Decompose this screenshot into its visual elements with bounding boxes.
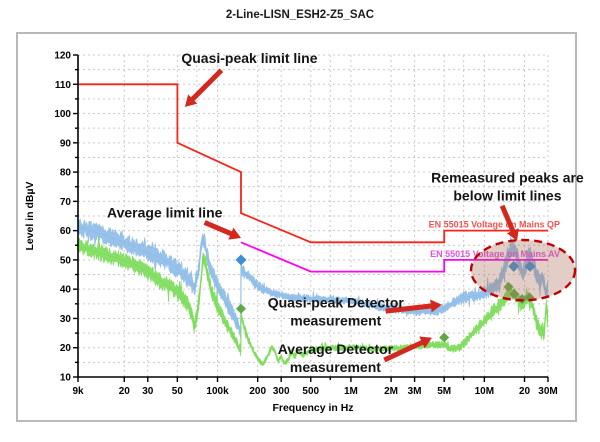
remeasured-peaks-highlight-ellipse: [469, 238, 577, 302]
x-tick-label: 3M: [408, 386, 422, 397]
x-tick-label: 2M: [384, 386, 398, 397]
chart-render-root: EN 55015 Voltage on Mains QP EN 55015 Vol…: [54, 50, 584, 397]
x-tick-label: 30: [142, 386, 154, 397]
diamond-marker: [524, 260, 536, 272]
annotation-arrowhead-remeasured: [506, 228, 519, 241]
annotation-arrow-av-meas: [383, 339, 425, 363]
x-tick-label: 50: [172, 386, 184, 397]
annotation-remeasured: Remeasured peaks are below limit lines: [431, 169, 584, 241]
annotation-text-qp-meas: measurement: [290, 313, 381, 329]
y-tick-label: 20: [60, 343, 72, 354]
y-tick-label: 40: [60, 285, 72, 296]
limit-lines: EN 55015 Voltage on Mains QP EN 55015 Vol…: [78, 83, 560, 273]
annotation-text-remeasured: below limit lines: [453, 187, 561, 203]
y-tick-label: 70: [60, 197, 72, 208]
x-tick-label: 30M: [538, 386, 557, 397]
diamond-marker: [235, 254, 247, 266]
chart-title: 2-Line-LISN_ESH2-Z5_SAC: [226, 9, 374, 21]
annotation-text-remeasured: Remeasured peaks are: [431, 169, 584, 185]
av-limit-line-label: EN 55015 Voltage on Mains AV: [430, 249, 560, 259]
y-tick-label: 90: [60, 138, 72, 149]
axes: 10 20 30 40 50 60 70 80 90 100 110 120 9k 20 30 50 100k 2…: [54, 51, 557, 398]
annotation-arrow-av-limit: [203, 220, 234, 237]
annotation-text-av-meas: measurement: [290, 359, 381, 375]
qp-limit-line-label: EN 55015 Voltage on Mains QP: [429, 220, 560, 230]
y-tick-label: 100: [54, 109, 71, 120]
annotation-arrowhead-qp-limit: [184, 94, 198, 107]
annotation-arrowhead-qp-meas: [430, 299, 442, 313]
annotation-arrow-remeasured: [499, 204, 516, 234]
y-tick-label: 30: [60, 314, 72, 325]
annotation-arrow-qp-limit: [189, 68, 224, 103]
annotation-arrowhead-av-meas: [419, 336, 432, 349]
annotation-av-limit: Average limit line: [107, 204, 242, 240]
y-axis-title: Level in dBµV: [24, 181, 36, 250]
annotation-text-av-limit: Average limit line: [107, 204, 223, 220]
annotation-text-qp-limit: Quasi-peak limit line: [181, 50, 317, 66]
x-tick-label: 10M: [475, 386, 494, 397]
x-tick-label: 1M: [344, 386, 358, 397]
diamond-marker: [508, 260, 520, 272]
annotation-qp-meas: Quasi-peak Detector measurement: [268, 295, 442, 329]
x-tick-label: 9k: [72, 386, 84, 397]
annotation-text-qp-meas: Quasi-peak Detector: [268, 295, 405, 311]
y-tick-label: 110: [55, 80, 72, 91]
diamond-marker: [236, 303, 247, 314]
x-tick-label: 200: [249, 386, 266, 397]
x-tick-label: 5M: [437, 386, 451, 397]
qp-limit-line: [78, 83, 548, 244]
diamond-marker: [503, 281, 514, 292]
chart-frame: [16, 32, 577, 422]
annotation-av-meas: Average Detector measurement: [278, 336, 432, 375]
annotation-arrow-qp-meas: [385, 303, 434, 314]
annotation-text-av-meas: Average Detector: [278, 341, 394, 357]
x-tick-label: 300: [273, 386, 290, 397]
qp-remeasured-peaks: [235, 254, 536, 272]
diamond-marker: [509, 289, 520, 300]
y-tick-label: 120: [54, 51, 71, 62]
y-tick-label: 10: [60, 373, 72, 384]
x-tick-label: 20: [519, 386, 531, 397]
x-tick-label: 20: [119, 386, 131, 397]
av-limit-line: [240, 241, 548, 273]
annotation-arrowhead-av-limit: [228, 227, 242, 240]
y-tick-label: 80: [60, 168, 72, 179]
y-tick-label: 50: [60, 255, 72, 266]
diamond-marker: [439, 332, 450, 343]
y-tick-label: 60: [60, 226, 72, 237]
x-tick-label: 100k: [206, 386, 229, 397]
grid: [78, 54, 549, 377]
qp-trace: [78, 218, 548, 338]
x-tick-label: 500: [302, 386, 319, 397]
annotation-qp-limit: Quasi-peak limit line: [181, 50, 318, 107]
x-axis-title: Frequency in Hz: [272, 402, 353, 414]
